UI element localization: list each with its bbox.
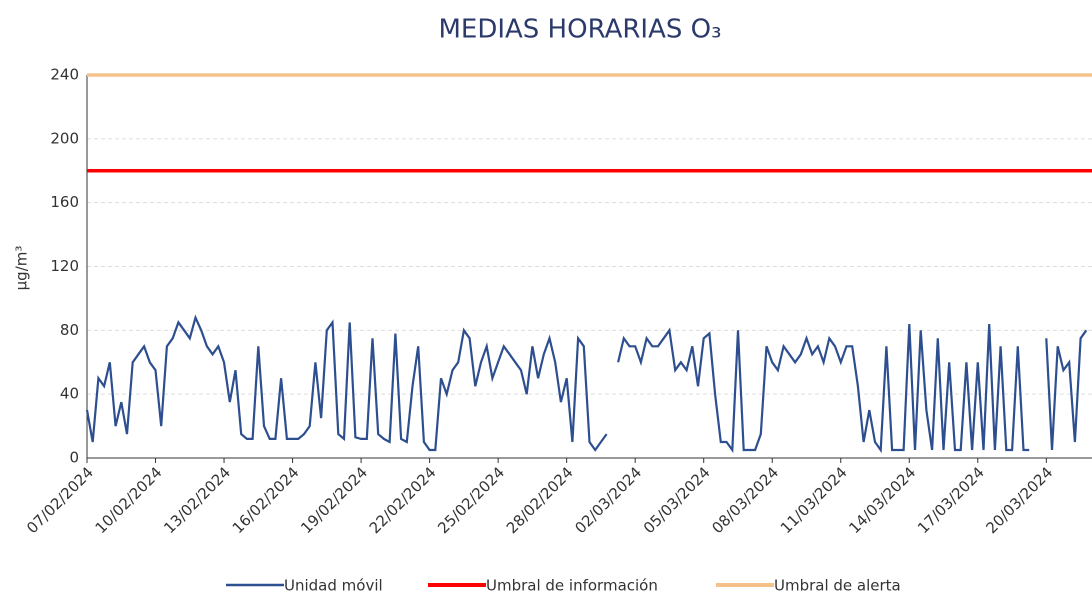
y-tick-label: 160 [50, 193, 79, 211]
x-tick-label: 02/03/2024 [571, 463, 645, 537]
legend-label: Umbral de información [486, 577, 658, 595]
y-tick-label: 240 [50, 66, 79, 84]
x-tick-label: 16/02/2024 [229, 463, 303, 537]
x-tick-label: 08/03/2024 [708, 463, 782, 537]
y-tick-label: 0 [69, 449, 79, 467]
chart-title: MEDIAS HORARIAS O₃ [438, 15, 721, 45]
x-tick-label: 10/02/2024 [92, 463, 166, 537]
x-tick-label: 19/02/2024 [297, 463, 371, 537]
x-tick-label: 28/02/2024 [503, 463, 577, 537]
x-tick-label: 14/03/2024 [845, 463, 919, 537]
x-tick-label: 17/03/2024 [914, 463, 988, 537]
x-tick-label: 11/03/2024 [777, 463, 851, 537]
x-tick-label: 05/03/2024 [640, 463, 714, 537]
data-line [85, 314, 1088, 454]
legend-label: Umbral de alerta [774, 577, 901, 595]
y-tick-label: 200 [50, 129, 79, 147]
x-tick-label: 07/02/2024 [23, 463, 97, 537]
y-tick-label: 80 [60, 321, 79, 339]
x-tick-label: 22/02/2024 [366, 463, 440, 537]
y-tick-label: 40 [60, 385, 79, 403]
x-tick-label: 25/02/2024 [434, 463, 508, 537]
y-axis-label: µg/m³ [13, 246, 31, 291]
x-tick-label: 13/02/2024 [160, 463, 234, 537]
x-tick-label: 20/03/2024 [982, 463, 1056, 537]
y-tick-label: 120 [50, 257, 79, 275]
legend-label: Unidad móvil [284, 577, 383, 595]
